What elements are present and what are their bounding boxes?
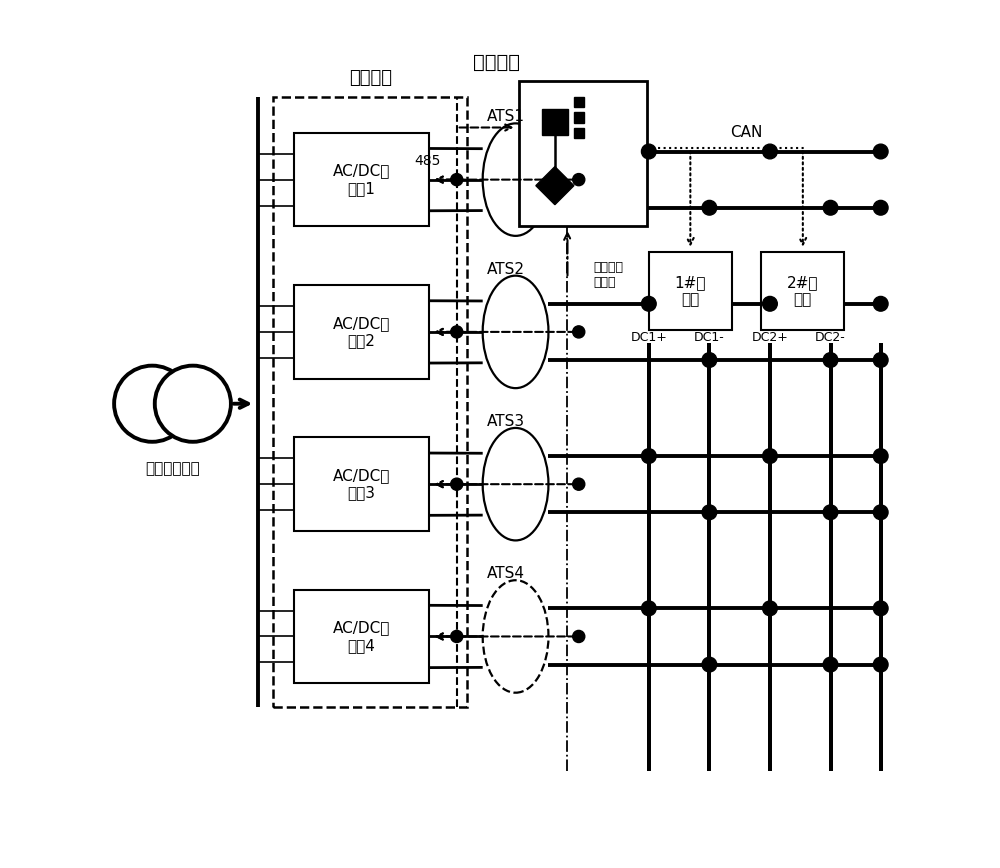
Circle shape	[873, 201, 888, 215]
Circle shape	[451, 174, 463, 186]
Text: ATS4: ATS4	[487, 566, 525, 581]
Ellipse shape	[483, 428, 548, 541]
Text: AC/DC变
换器3: AC/DC变 换器3	[333, 468, 390, 500]
Text: AC/DC变
换器2: AC/DC变 换器2	[333, 316, 390, 348]
Text: ATS1: ATS1	[487, 109, 525, 124]
Bar	[574, 96, 584, 107]
Text: ATS2: ATS2	[487, 261, 525, 277]
Circle shape	[114, 365, 190, 442]
FancyBboxPatch shape	[294, 133, 429, 227]
Polygon shape	[536, 167, 574, 205]
Text: 供电单元: 供电单元	[349, 69, 392, 87]
Text: AC/DC变
换器1: AC/DC变 换器1	[333, 163, 390, 196]
Circle shape	[641, 297, 656, 311]
Circle shape	[573, 630, 585, 642]
Circle shape	[873, 297, 888, 311]
Circle shape	[823, 657, 838, 672]
Text: DC1-: DC1-	[694, 331, 725, 344]
FancyBboxPatch shape	[519, 81, 647, 227]
Circle shape	[451, 630, 463, 642]
FancyBboxPatch shape	[294, 286, 429, 378]
FancyBboxPatch shape	[294, 589, 429, 683]
Text: AC/DC变
换器4: AC/DC变 换器4	[333, 621, 390, 653]
Ellipse shape	[483, 123, 548, 236]
Circle shape	[573, 326, 585, 338]
Circle shape	[763, 601, 777, 615]
Circle shape	[155, 365, 231, 442]
Circle shape	[641, 144, 656, 159]
Circle shape	[702, 201, 717, 215]
Text: 2#充
电桩: 2#充 电桩	[787, 275, 819, 307]
Circle shape	[451, 326, 463, 338]
Circle shape	[641, 449, 656, 464]
Circle shape	[873, 657, 888, 672]
Text: DC2-: DC2-	[815, 331, 846, 344]
Circle shape	[873, 352, 888, 367]
FancyBboxPatch shape	[649, 253, 732, 330]
Bar	[574, 112, 584, 122]
Circle shape	[823, 505, 838, 520]
Circle shape	[451, 478, 463, 490]
Ellipse shape	[483, 276, 548, 388]
Bar	[542, 108, 568, 135]
Text: 三相交流进线: 三相交流进线	[145, 461, 200, 477]
Text: DC1+: DC1+	[630, 331, 667, 344]
Bar	[574, 128, 584, 138]
Circle shape	[641, 601, 656, 615]
Circle shape	[873, 144, 888, 159]
Circle shape	[873, 601, 888, 615]
Ellipse shape	[483, 580, 548, 693]
Circle shape	[823, 352, 838, 367]
Circle shape	[873, 449, 888, 464]
Text: DC2+: DC2+	[752, 331, 788, 344]
Text: 485: 485	[415, 154, 441, 168]
Circle shape	[702, 657, 717, 672]
Circle shape	[763, 449, 777, 464]
FancyBboxPatch shape	[294, 437, 429, 531]
Circle shape	[573, 478, 585, 490]
Text: CAN: CAN	[730, 125, 763, 141]
Circle shape	[823, 201, 838, 215]
Text: 状态控制
及回采: 状态控制 及回采	[593, 261, 623, 289]
Circle shape	[873, 505, 888, 520]
Text: 1#充
电桩: 1#充 电桩	[675, 275, 706, 307]
Circle shape	[702, 505, 717, 520]
Circle shape	[702, 352, 717, 367]
Circle shape	[763, 144, 777, 159]
Circle shape	[573, 174, 585, 186]
Text: ATS3: ATS3	[487, 414, 525, 429]
FancyBboxPatch shape	[761, 253, 844, 330]
Text: 监控单元: 监控单元	[473, 52, 520, 71]
Circle shape	[763, 297, 777, 311]
